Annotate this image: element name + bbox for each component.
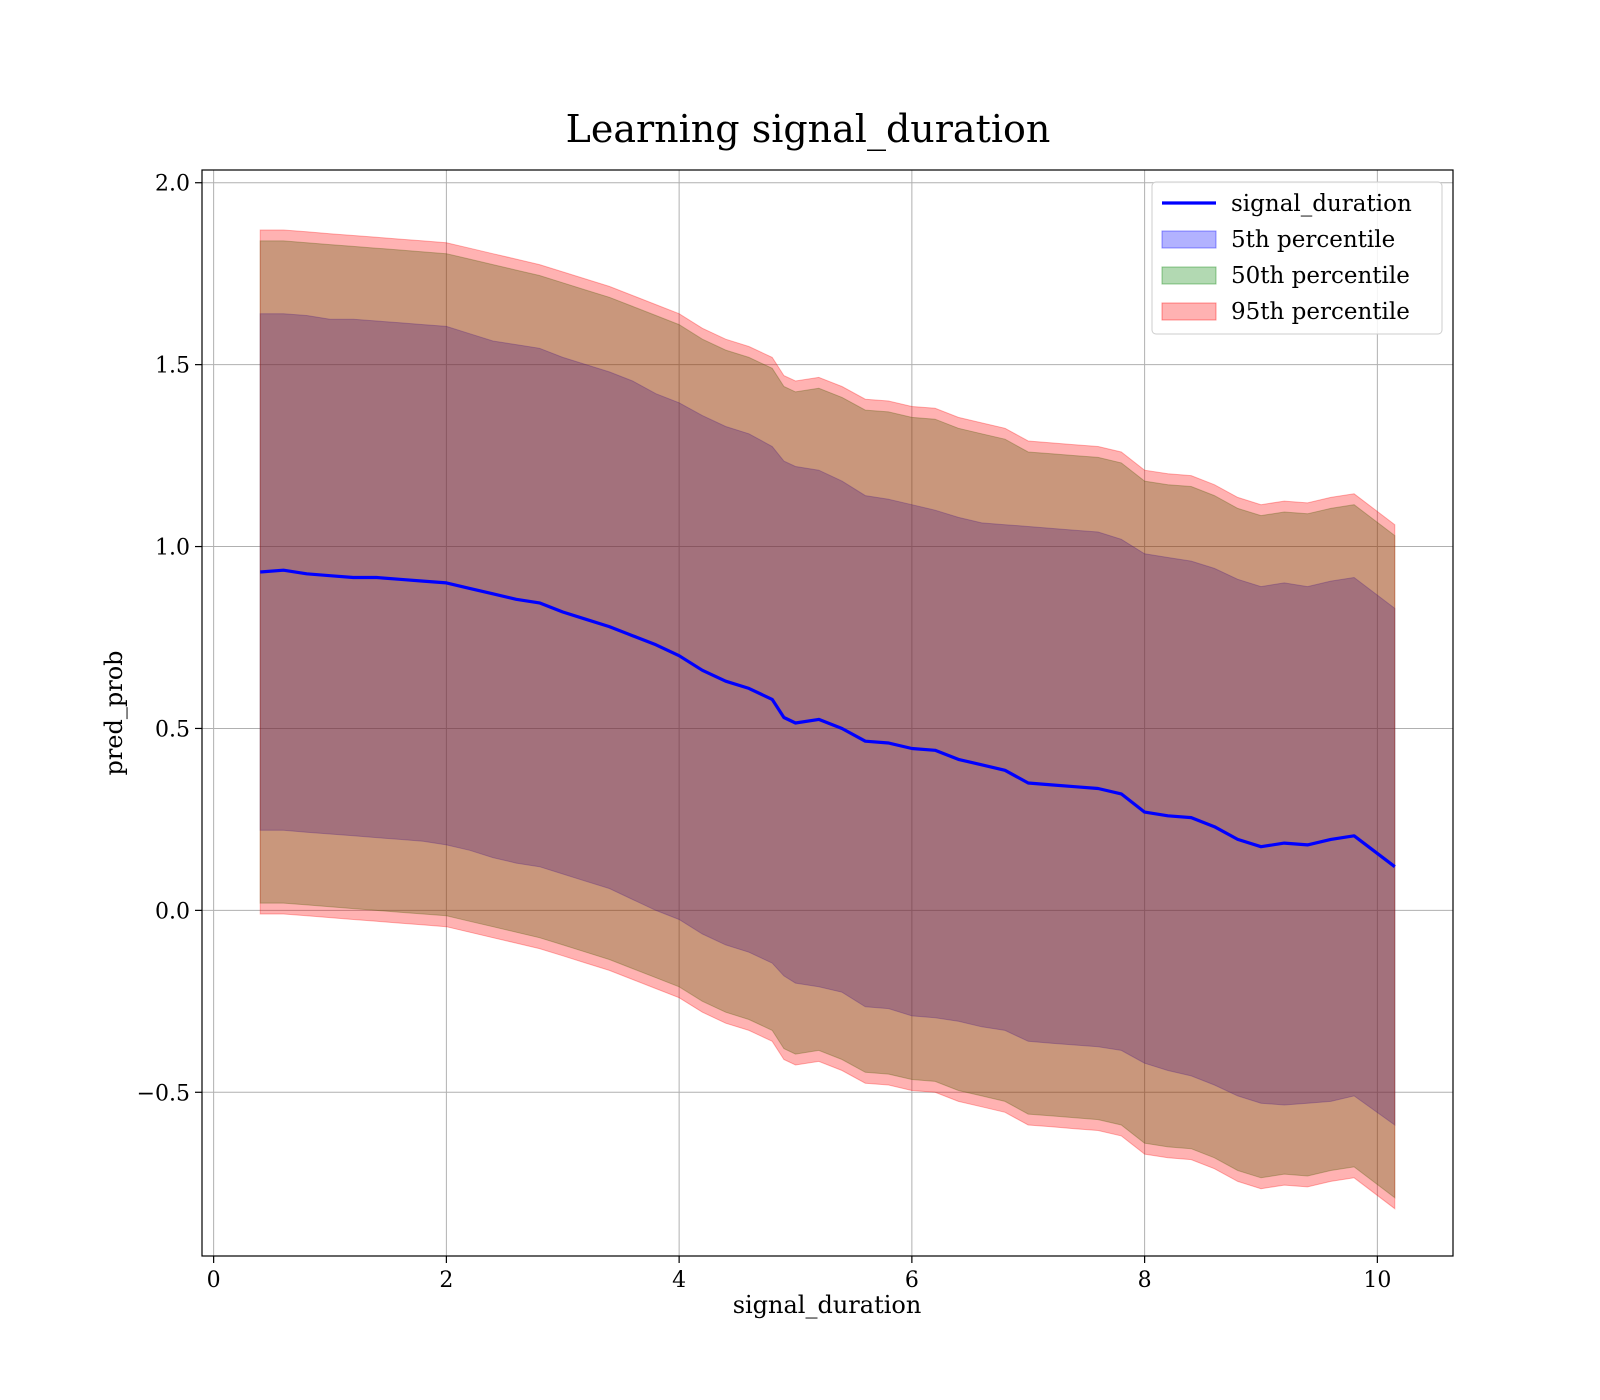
x-tick-label: 8 (1138, 1268, 1152, 1293)
x-tick-label: 10 (1363, 1268, 1391, 1293)
x-axis-ticks: 0 2 4 6 8 10 (207, 1256, 1391, 1293)
grid-lines (202, 170, 1453, 1256)
band-2 (259, 240, 1396, 1199)
y-tick-label: 1.5 (155, 354, 190, 379)
series-line-1 (260, 568, 1396, 868)
y-tick-label: −0.5 (137, 1081, 190, 1106)
y-axis-ticks: −0.5 0.0 0.5 1.0 1.5 2.0 (137, 172, 202, 1106)
axes-frame (201, 169, 1454, 1257)
legend-label: 50th percentile (1231, 263, 1410, 289)
legend-label: 95th percentile (1231, 299, 1410, 325)
y-tick-label: 1.0 (155, 536, 190, 561)
x-tick-label: 6 (905, 1268, 919, 1293)
legend-label: 5th percentile (1231, 227, 1395, 253)
chart-title: Learning signal_duration (566, 107, 1051, 152)
band-1 (259, 313, 1396, 1126)
x-axis-label: signal_duration (733, 1291, 922, 1319)
legend-patch-swatch (1161, 266, 1217, 285)
x-tick-label: 0 (207, 1268, 221, 1293)
legend-label: signal_duration (1231, 191, 1412, 217)
y-tick-label: 0.0 (155, 899, 190, 924)
legend-box (1151, 181, 1443, 335)
series-lines (260, 568, 1396, 868)
legend-entries: signal_duration 5th percentile 50th percen… (1161, 191, 1412, 325)
legend-patch-swatch (1161, 230, 1217, 249)
y-tick-label: 2.0 (155, 172, 190, 197)
plot-area (201, 169, 1454, 1257)
legend: signal_duration 5th percentile 50th percen… (1151, 181, 1443, 335)
percentile-bands (259, 229, 1396, 1210)
band-3 (259, 229, 1396, 1210)
legend-patch-swatch (1161, 302, 1217, 321)
x-tick-label: 4 (672, 1268, 686, 1293)
y-tick-label: 0.5 (155, 717, 190, 742)
x-tick-label: 2 (439, 1268, 453, 1293)
y-axis-label: pred_prob (100, 650, 128, 775)
